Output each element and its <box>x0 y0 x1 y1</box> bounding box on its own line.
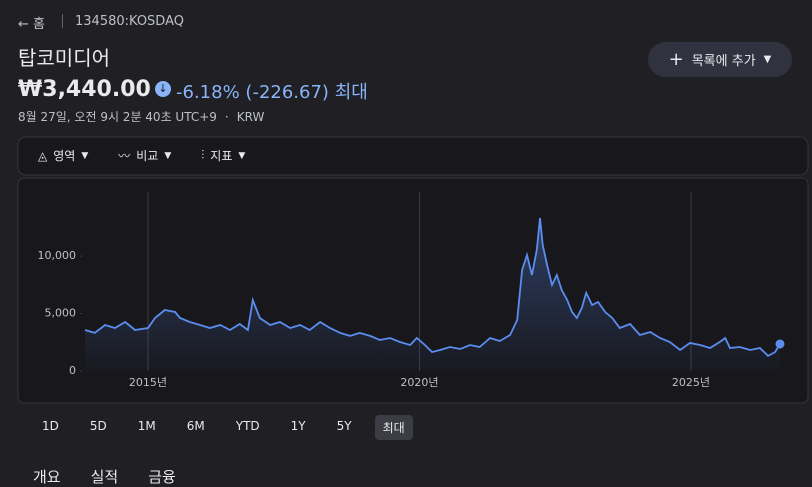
dropdown-arrow[interactable]: ▼ <box>81 150 89 161</box>
toolbar-button[interactable]: ◬ 영역 ▼ <box>38 147 88 164</box>
range-button[interactable]: 1Y <box>290 419 306 433</box>
back-text[interactable]: 홈 <box>33 17 45 32</box>
currency: KRW <box>217 110 264 124</box>
price-line <box>84 217 781 358</box>
down-icon: ↓ <box>155 81 171 97</box>
timestamp: 8월 27일, 오전 9시 2분 40초 UTC+9 <box>18 110 217 124</box>
tab[interactable]: 실적 <box>90 468 119 486</box>
toolbar-label[interactable]: 지표 <box>210 149 233 163</box>
back-link[interactable]: ← 홈 <box>18 17 45 32</box>
change: -6.18% (-226.67) 최대 <box>176 78 368 104</box>
toolbar-box <box>17 136 809 176</box>
meta: 8월 27일, 오전 9시 2분 40초 UTC+9KRW <box>18 108 264 125</box>
tab[interactable]: 개요 <box>33 468 61 486</box>
area-fill <box>85 218 780 371</box>
stock-name: 탑코미디어 <box>18 46 110 70</box>
price: ₩3,440.00 <box>18 77 151 102</box>
watchlist-button[interactable]: + 목록에 추가 ▼ <box>648 42 792 77</box>
ticker: 134580:KOSDAQ <box>75 14 184 29</box>
x-tick-label: 2020년 <box>400 376 438 389</box>
range-button[interactable]: 5D <box>89 419 107 433</box>
divider <box>62 14 63 28</box>
range-button[interactable]: 최대 <box>374 415 413 440</box>
range-button[interactable]: 5Y <box>336 419 352 433</box>
last-point <box>775 339 785 349</box>
range-button[interactable]: 1D <box>42 419 59 433</box>
toolbar-label[interactable]: 영역 <box>53 149 76 163</box>
dropdown-arrow[interactable]: ▼ <box>164 150 172 161</box>
range-button[interactable]: 1M <box>137 419 156 433</box>
toolbar-icon[interactable]: ◬ <box>38 148 48 163</box>
x-tick-label: 2015년 <box>129 376 167 389</box>
tabs: 개요 실적 금융 <box>33 466 176 487</box>
change-pct: -6.18% <box>176 82 240 103</box>
toolbar: ◬ 영역 ▼ 〰 비교 ▼ ⫶ 지표 ▼ <box>38 147 245 164</box>
y-tick-label: 0 <box>69 364 76 377</box>
range-button[interactable]: 6M <box>186 419 205 433</box>
toolbar-label[interactable]: 비교 <box>136 149 159 163</box>
range-button[interactable]: YTD <box>235 419 260 433</box>
y-tick-label: 10,000 <box>38 249 77 262</box>
dropdown-arrow[interactable]: ▼ <box>238 150 246 161</box>
toolbar-icon[interactable]: 〰 <box>118 149 131 163</box>
watchlist-text[interactable]: 목록에 추가 <box>691 54 756 69</box>
toolbar-icon[interactable]: ⫶ <box>201 148 205 162</box>
range-selector: 1D 5D 1M 6M YTD 1Y 5Y 최대 <box>34 415 413 440</box>
period: 최대 <box>334 82 368 103</box>
y-tick-label: 5,000 <box>45 307 77 320</box>
tab[interactable]: 금융 <box>148 468 176 486</box>
change-abs: (-226.67) <box>245 82 329 103</box>
x-tick-label: 2025년 <box>672 376 710 389</box>
toolbar-button[interactable]: 〰 비교 ▼ <box>118 147 171 164</box>
toolbar-button[interactable]: ⫶ 지표 ▼ <box>201 147 245 164</box>
